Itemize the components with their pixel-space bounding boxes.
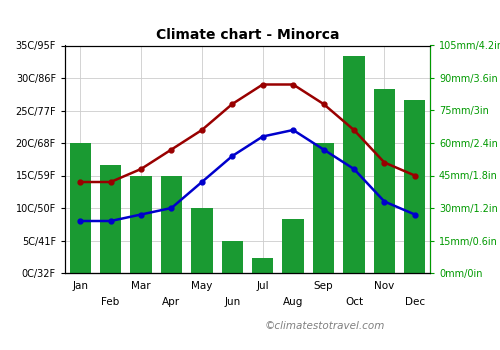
Bar xyxy=(70,143,91,273)
Bar xyxy=(252,258,274,273)
Bar xyxy=(130,175,152,273)
Bar xyxy=(191,208,212,273)
Bar xyxy=(282,219,304,273)
Title: Climate chart - Minorca: Climate chart - Minorca xyxy=(156,28,339,42)
Bar xyxy=(222,240,243,273)
Bar xyxy=(404,100,425,273)
Bar xyxy=(100,164,122,273)
Bar xyxy=(374,89,395,273)
Bar xyxy=(313,143,334,273)
Bar xyxy=(161,175,182,273)
Bar xyxy=(344,56,364,273)
Text: ©climatestotravel.com: ©climatestotravel.com xyxy=(265,321,386,331)
